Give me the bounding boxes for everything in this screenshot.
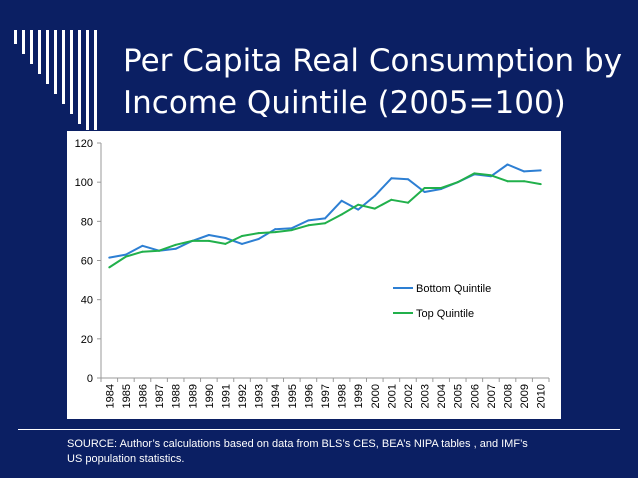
data-point [340, 213, 343, 216]
y-tick-label: 80 [81, 216, 93, 228]
data-point [207, 239, 210, 242]
x-tick-label: 2007 [486, 384, 498, 408]
x-tick-label: 1987 [154, 384, 166, 408]
data-point [473, 172, 476, 175]
data-point [406, 178, 409, 181]
data-point [440, 187, 443, 190]
legend-label: Top Quintile [416, 308, 474, 320]
data-point [290, 229, 293, 232]
data-point [241, 242, 244, 245]
series-line-top-quintile [108, 172, 541, 269]
data-point [224, 236, 227, 239]
data-point [307, 224, 310, 227]
slide-title-line-1: Per Capita Real Consumption by [123, 43, 623, 79]
data-point [357, 203, 360, 206]
x-tick-label: 2000 [370, 384, 382, 408]
data-point [539, 183, 542, 186]
line-chart: 0 20 40 60 80 100 120 1984 1985 1986 1987 1988 1989 1… [75, 138, 550, 408]
x-tick-label: 1991 [220, 384, 232, 408]
title-decoration-bars [14, 30, 104, 130]
y-tick-label: 100 [75, 177, 93, 189]
x-tick-label: 1994 [270, 384, 282, 408]
data-point [224, 242, 227, 245]
x-tick-label: 1995 [287, 384, 299, 408]
data-point [241, 235, 244, 238]
y-tick-label: 60 [81, 256, 93, 268]
data-point [506, 180, 509, 183]
data-point [390, 177, 393, 180]
data-point [274, 228, 277, 231]
data-point [423, 190, 426, 193]
data-point [141, 250, 144, 253]
data-point [141, 244, 144, 247]
x-tick-label: 2002 [403, 384, 415, 408]
x-tick-label: 2010 [536, 384, 548, 408]
data-point [340, 199, 343, 202]
data-point [124, 253, 127, 256]
data-point [108, 256, 111, 259]
series-line-bottom-quintile [109, 163, 541, 259]
data-point [373, 207, 376, 210]
x-tick-label: 2001 [386, 384, 398, 408]
data-point [523, 170, 526, 173]
x-tick-label: 2003 [420, 384, 432, 408]
x-tick-label: 2006 [469, 384, 481, 408]
data-point [108, 266, 111, 269]
slide-title-line-2: Income Quintile (2005=100) [123, 85, 566, 121]
source-note-line-1: SOURCE: Author’s calculations based on d… [67, 438, 528, 450]
data-point [174, 247, 177, 250]
x-tick-label: 1988 [171, 384, 183, 408]
x-tick-label: 1989 [187, 384, 199, 408]
data-point [307, 219, 310, 222]
data-point [324, 222, 326, 225]
data-point [174, 243, 177, 246]
data-point [207, 234, 210, 237]
data-point [257, 232, 260, 235]
data-point [357, 208, 360, 211]
divider-line [18, 429, 620, 430]
x-tick-label: 1986 [137, 384, 149, 408]
data-point [257, 237, 260, 240]
x-tick-label: 1990 [204, 384, 216, 408]
data-point [290, 227, 293, 230]
chart-area: 0 20 40 60 80 100 120 1984 1985 1986 1987 1988 1989 1… [67, 131, 561, 419]
x-tick-label: 2008 [503, 384, 515, 408]
data-point [506, 163, 509, 166]
data-point [539, 169, 542, 172]
x-tick-label: 1997 [320, 384, 332, 408]
x-tick-label: 1996 [303, 384, 315, 408]
x-tick-label: 1998 [337, 384, 349, 408]
data-point [523, 180, 526, 183]
data-point [191, 239, 194, 242]
x-tick-label: 1984 [104, 384, 116, 408]
y-tick-label: 0 [87, 373, 93, 385]
data-point [158, 249, 161, 252]
data-point [406, 201, 409, 204]
y-tick-label: 20 [81, 334, 93, 346]
y-tick-label: 120 [75, 138, 93, 150]
data-point [489, 174, 492, 177]
x-tick-label: 1993 [254, 384, 266, 408]
source-note-line-2: US population statistics. [67, 453, 185, 465]
slide-title: Per Capita Real Consumption by Income Qu… [123, 40, 623, 124]
data-point [274, 231, 277, 234]
x-tick-label: 2004 [436, 384, 448, 408]
data-point [373, 194, 376, 197]
x-tick-label: 2009 [519, 384, 531, 408]
x-tick-label: 1992 [237, 384, 249, 408]
data-point [324, 217, 326, 220]
x-tick-label: 1985 [121, 384, 133, 408]
data-point [423, 187, 426, 190]
source-note: SOURCE: Author’s calculations based on d… [67, 437, 587, 467]
data-point [456, 181, 459, 184]
x-tick-label: 2005 [453, 384, 465, 408]
data-point [390, 198, 393, 201]
data-point [124, 255, 127, 258]
legend-label: Bottom Quintile [416, 283, 491, 295]
x-tick-label: 1999 [353, 384, 365, 408]
y-tick-label: 40 [81, 295, 93, 307]
